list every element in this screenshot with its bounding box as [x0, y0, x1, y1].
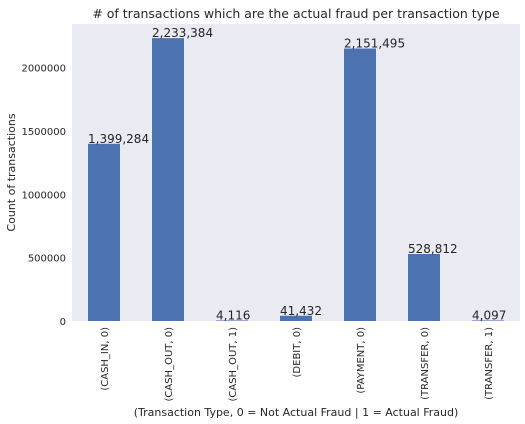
- y-tick-label: 1500000: [21, 127, 66, 138]
- data-label: 528,812: [408, 242, 458, 256]
- bar: [280, 315, 312, 321]
- y-tick-label: 0: [60, 317, 66, 328]
- y-tick-label: 500000: [28, 254, 66, 265]
- y-tick-label: 2000000: [21, 64, 66, 75]
- y-axis-label: Count of transactions: [5, 113, 18, 231]
- bar: [216, 320, 248, 321]
- x-tick-label: (DEBIT, 0): [292, 327, 303, 378]
- x-axis-ticks: (CASH_IN, 0) (CASH_OUT, 0) (CASH_OUT, 1) (D…: [100, 327, 495, 402]
- y-tick-label: 1000000: [21, 190, 66, 201]
- bar: [472, 320, 504, 321]
- x-axis-label: (Transaction Type, 0 = Not Actual Fraud …: [134, 406, 459, 419]
- data-labels: 1,399,284 2,233,384 4,116 41,432 2,151,495 52…: [88, 26, 506, 322]
- y-axis-ticks: 0 500000 1000000 1500000 2000000: [21, 64, 66, 328]
- bar: [344, 48, 376, 322]
- x-tick-label: (TRANSFER, 1): [484, 327, 495, 400]
- x-tick-label: (TRANSFER, 0): [420, 327, 431, 400]
- bar: [88, 143, 120, 321]
- data-label: 4,116: [216, 308, 250, 322]
- plot-area: [72, 24, 520, 321]
- x-tick-label: (CASH_OUT, 1): [228, 327, 239, 402]
- chart-title: # of transactions which are the actual f…: [92, 6, 500, 21]
- bar: [152, 38, 184, 322]
- data-label: 2,233,384: [152, 26, 213, 40]
- x-tick-label: (PAYMENT, 0): [356, 327, 367, 394]
- bar: [408, 254, 440, 321]
- data-label: 2,151,495: [344, 37, 405, 51]
- data-label: 41,432: [280, 304, 322, 318]
- data-label: 4,097: [472, 308, 506, 322]
- x-tick-label: (CASH_IN, 0): [100, 327, 111, 391]
- x-tick-label: (CASH_OUT, 0): [164, 327, 175, 402]
- bars: [88, 38, 504, 322]
- data-label: 1,399,284: [88, 132, 149, 146]
